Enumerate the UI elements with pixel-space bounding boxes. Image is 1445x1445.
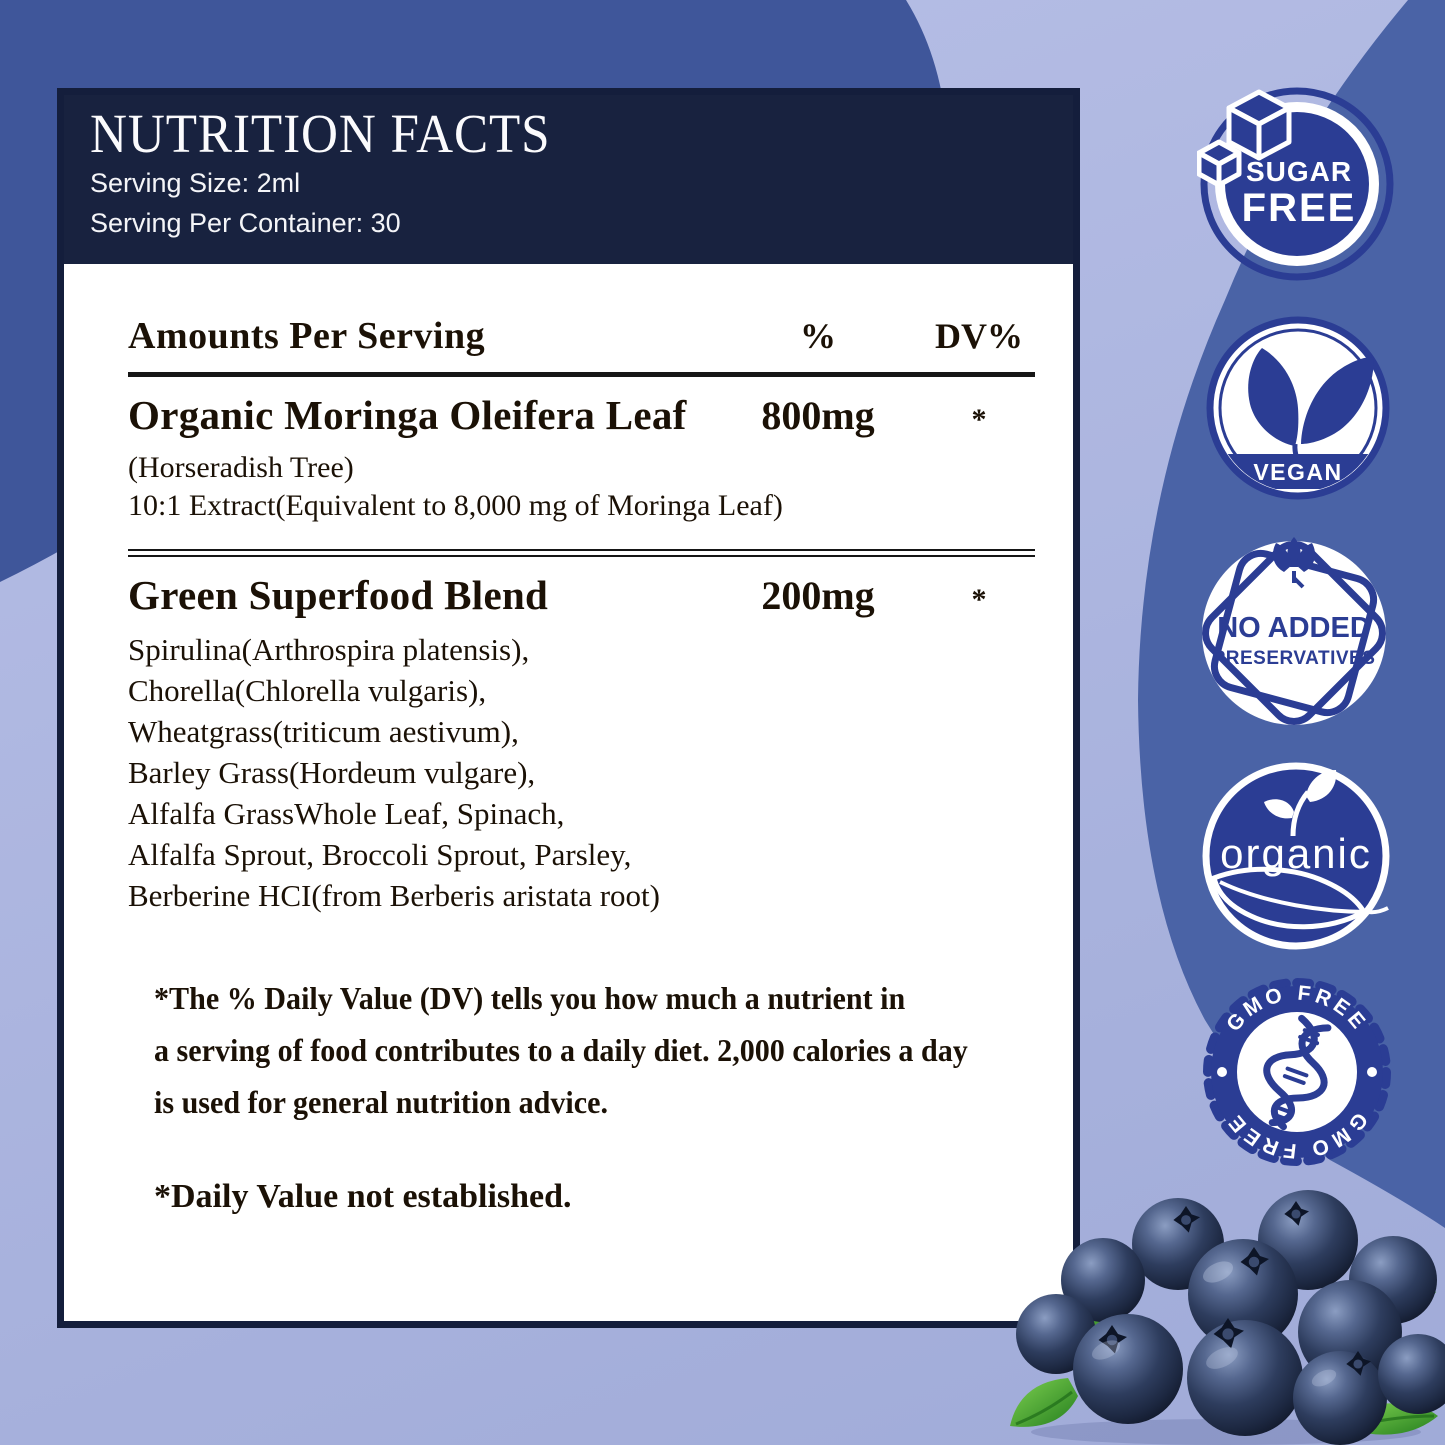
ingredient-amount: 200mg <box>761 573 875 618</box>
no-added-text: NO ADDED <box>1217 612 1371 644</box>
sugar-free-text-top: SUGAR <box>1246 156 1352 187</box>
col-dv-percent: DV% <box>935 316 1023 356</box>
ingredient-dv: * <box>971 403 987 436</box>
sugar-cubes-icon <box>1197 89 1292 188</box>
dv-not-established-note: *Daily Value not established. <box>154 1178 572 1215</box>
sprout-icon <box>1264 770 1337 837</box>
panel-title: NUTRITION FACTS <box>90 103 551 164</box>
badge-disc <box>1202 541 1386 725</box>
sugar-free-text-bottom: FREE <box>1242 186 1357 230</box>
leaf-outline-icon <box>1211 866 1389 930</box>
blueberries-image <box>1010 1190 1445 1445</box>
note-line: Wheatgrass(triticum aestivum), <box>128 714 519 749</box>
panel-header: NUTRITION FACTS Serving Size: 2ml Servin… <box>64 95 1073 264</box>
gmo-free-badge: GMO FREE GMO FREE <box>1203 978 1391 1166</box>
badge-disc <box>1202 762 1390 950</box>
serving-size: Serving Size: 2ml <box>90 168 301 198</box>
nutrition-facts-panel: NUTRITION FACTS Serving Size: 2ml Servin… <box>57 88 1080 1328</box>
ingredient-name: Organic Moringa Oleifera Leaf <box>128 392 687 438</box>
outer-ring <box>1200 87 1394 281</box>
right-dot <box>1367 1067 1377 1077</box>
col-percent: % <box>800 316 836 356</box>
note-line: Alfalfa GrassWhole Leaf, Spinach, <box>128 796 565 831</box>
blueberry <box>1016 1190 1445 1445</box>
serving-per-container: Serving Per Container: 30 <box>90 208 401 238</box>
ingredient-amount: 800mg <box>761 393 875 438</box>
vegan-badge: VEGAN <box>1206 316 1390 500</box>
ingredient-notes: (Horseradish Tree) 10:1 Extract(Equivale… <box>128 449 1035 525</box>
note-line: Barley Grass(Hordeum vulgare), <box>128 755 536 790</box>
rotated-squares <box>1202 541 1386 725</box>
panel-body: Amounts Per Serving % DV% Organic Moring… <box>64 264 1073 1216</box>
footnote-line: a serving of food contributes to a daily… <box>154 1032 968 1068</box>
table-header-row: Amounts Per Serving % DV% <box>128 314 1035 358</box>
note-line: (Horseradish Tree) <box>128 451 354 484</box>
note-line: Chorella(Chlorella vulgaris), <box>128 673 487 708</box>
scalloped-edge <box>1203 978 1391 1166</box>
organic-badge: organic <box>1202 762 1390 950</box>
divider-thick <box>128 372 1035 377</box>
left-dot <box>1217 1067 1227 1077</box>
preservatives-text: PRESERVATIVES <box>1213 648 1376 669</box>
note-line: Spirulina(Arthrospira platensis), <box>128 632 530 667</box>
outer-ring <box>1206 316 1390 500</box>
note-line: Alfalfa Sprout, Broccoli Sprout, Parsley… <box>128 837 632 872</box>
divider-double <box>128 549 1035 557</box>
leaves-icon <box>1248 348 1374 470</box>
sugar-free-badge: SUGAR FREE <box>1197 87 1394 281</box>
table-row: Organic Moringa Oleifera Leaf 800mg * <box>128 391 1035 439</box>
footnote-line: is used for general nutrition advice. <box>154 1084 608 1120</box>
vegan-text: VEGAN <box>1253 459 1342 485</box>
table-row: Green Superfood Blend 200mg * <box>128 571 1035 619</box>
ingredient-name: Green Superfood Blend <box>128 572 549 618</box>
no-added-preservatives-badge: NO ADDED PRESERVATIVES <box>1202 537 1386 725</box>
col-amounts-per-serving: Amounts Per Serving <box>128 315 486 357</box>
ingredient-dv: * <box>971 583 987 616</box>
dna-helix-icon <box>1263 1014 1332 1131</box>
daily-value-footnote: *The % Daily Value (DV) tells you how mu… <box>154 972 982 1128</box>
note-line: 10:1 Extract(Equivalent to 8,000 mg of M… <box>128 489 783 522</box>
footnote-line: *The % Daily Value (DV) tells you how mu… <box>154 980 906 1016</box>
blend-ingredient-list: Spirulina(Arthrospira platensis), Chorel… <box>128 629 1035 916</box>
note-line: Berberine HCI(from Berberis aristata roo… <box>128 878 660 913</box>
preservative-bud-icon <box>1272 537 1316 589</box>
